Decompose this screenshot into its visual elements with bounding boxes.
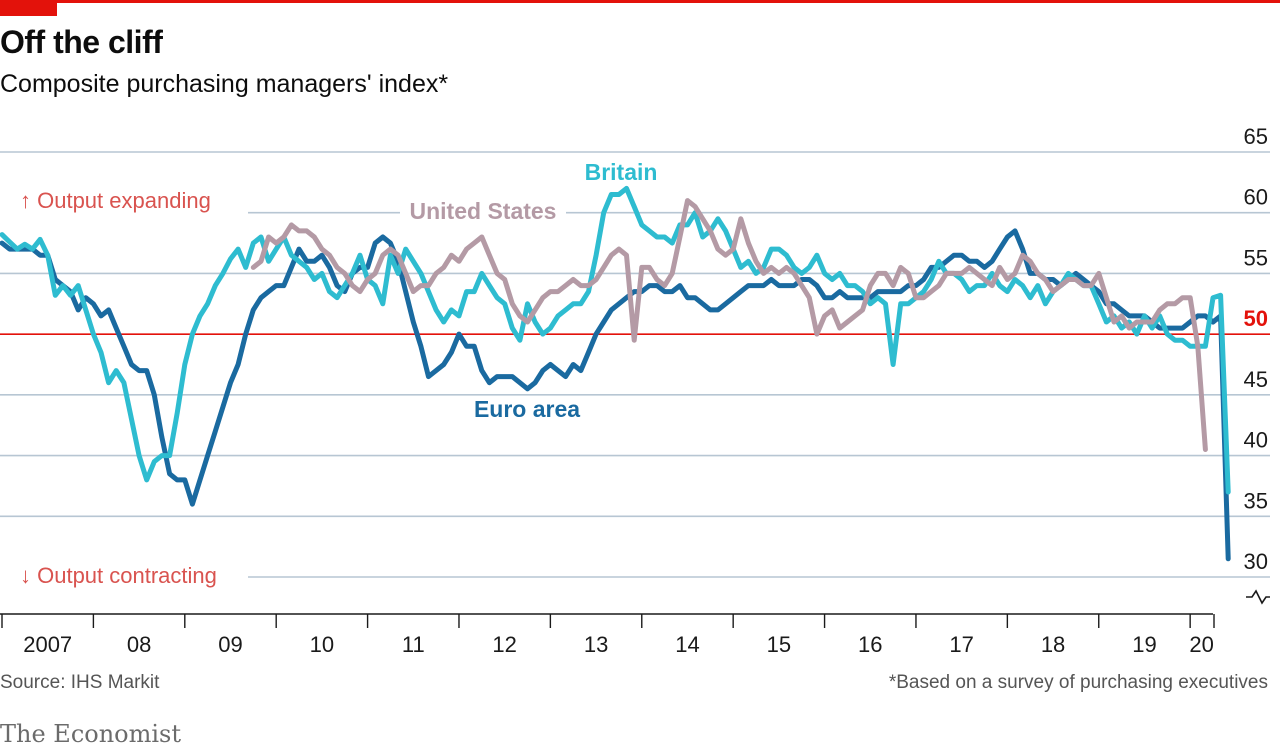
y-tick-label-50: 50 bbox=[1244, 306, 1268, 331]
y-tick-label-40: 40 bbox=[1244, 428, 1268, 453]
source-note: Source: IHS Markit bbox=[0, 672, 159, 694]
y-axis-ticks: 65 60 55 50 45 40 35 30 bbox=[1244, 124, 1268, 574]
series-labels: Britain United States Euro area bbox=[400, 159, 657, 422]
series-label-britain: Britain bbox=[585, 159, 658, 185]
y-tick-label-35: 35 bbox=[1244, 488, 1268, 513]
economist-logo: The Economist bbox=[0, 720, 181, 748]
gridlines bbox=[0, 152, 1270, 577]
x-tick-label-12: 12 bbox=[492, 632, 516, 657]
x-tick-label-09: 09 bbox=[218, 632, 242, 657]
axis-break-icon bbox=[1246, 591, 1270, 603]
x-tick-label-20: 20 bbox=[1189, 632, 1213, 657]
output-contracting-label: ↓ Output contracting bbox=[20, 563, 217, 588]
x-tick-label-11: 11 bbox=[402, 632, 425, 657]
x-tick-label-17: 17 bbox=[949, 632, 973, 657]
x-tick-label-13: 13 bbox=[584, 632, 608, 657]
line-chart: 65 60 55 50 45 40 35 30 ↑ Output expanding ↓ Ou… bbox=[0, 0, 1280, 750]
x-tick-label-18: 18 bbox=[1041, 632, 1065, 657]
x-tick-label-19: 19 bbox=[1132, 632, 1156, 657]
y-tick-label-45: 45 bbox=[1244, 367, 1268, 392]
series-label-euro: Euro area bbox=[474, 396, 580, 422]
x-tick-label-2007: 2007 bbox=[23, 632, 72, 657]
x-tick-label-08: 08 bbox=[127, 632, 151, 657]
y-tick-label-30: 30 bbox=[1244, 549, 1268, 574]
y-tick-label-65: 65 bbox=[1244, 124, 1268, 149]
footnote: *Based on a survey of purchasing executi… bbox=[889, 672, 1268, 694]
x-tick-label-10: 10 bbox=[310, 632, 334, 657]
series-line-britain bbox=[2, 188, 1228, 492]
x-tick-label-15: 15 bbox=[767, 632, 791, 657]
annotations: ↑ Output expanding ↓ Output contracting bbox=[20, 188, 217, 588]
y-tick-label-60: 60 bbox=[1244, 185, 1268, 210]
output-expanding-label: ↑ Output expanding bbox=[20, 188, 211, 213]
series-label-us: United States bbox=[410, 198, 557, 224]
series-lines bbox=[2, 188, 1228, 558]
x-tick-label-16: 16 bbox=[858, 632, 882, 657]
x-axis: 2007 08 09 10 11 12 13 14 15 16 17 18 19 20 bbox=[0, 591, 1270, 657]
y-tick-label-55: 55 bbox=[1244, 245, 1268, 270]
x-tick-label-14: 14 bbox=[675, 632, 699, 657]
